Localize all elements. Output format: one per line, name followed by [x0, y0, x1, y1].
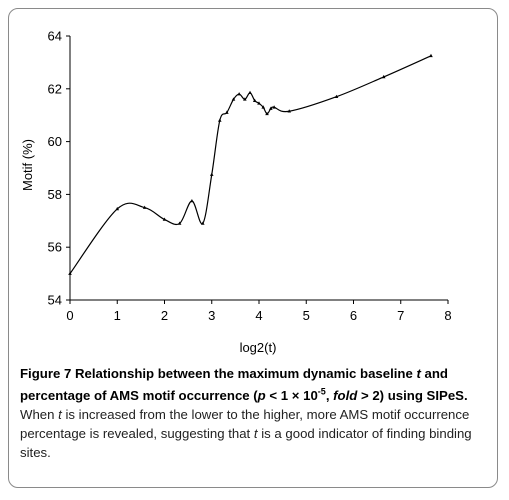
- figure-caption: Figure 7 Relationship between the maximu…: [20, 364, 486, 462]
- data-point: [243, 97, 247, 101]
- data-point: [381, 74, 386, 79]
- y-tick-label: 58: [48, 187, 62, 202]
- caption-title-text: and percentage of AMS motif occurrence (: [20, 366, 448, 404]
- data-point: [269, 106, 273, 110]
- data-point: [261, 105, 266, 109]
- caption-title-italic-t: t: [416, 366, 421, 381]
- data-point: [200, 221, 205, 225]
- series-line: [69, 55, 432, 274]
- x-tick-label: 2: [161, 308, 168, 323]
- x-tick-label: 6: [350, 308, 357, 323]
- figure-label: Figure 7: [20, 366, 72, 381]
- y-tick-label: 54: [48, 293, 62, 308]
- data-point: [272, 105, 276, 109]
- data-point: [68, 271, 72, 275]
- y-tick-label: 62: [48, 81, 62, 96]
- data-point: [237, 92, 241, 96]
- caption-title-italic-p: p: [257, 388, 266, 404]
- x-axis-label: log2(t): [240, 340, 277, 355]
- data-point: [209, 172, 214, 176]
- x-tick-label: 8: [444, 308, 451, 323]
- chart-axes: [69, 36, 448, 301]
- caption-title-italic-fold: fold: [333, 388, 358, 404]
- y-tick-label: 60: [48, 134, 62, 149]
- data-point: [225, 110, 229, 114]
- figure-frame: [8, 8, 498, 488]
- x-ticks: 0 1 2 3 4 5 6 7 8: [66, 300, 452, 323]
- y-axis-label: Motif (%): [20, 139, 35, 191]
- data-point: [257, 101, 261, 105]
- data-point: [217, 118, 222, 122]
- caption-body-italic-t: t: [58, 407, 62, 423]
- x-tick-label: 1: [114, 308, 121, 323]
- caption-title-text: .: [463, 388, 468, 404]
- data-point: [252, 98, 257, 102]
- x-tick-label: 3: [208, 308, 215, 323]
- caption-title-text: Relationship between the maximum dynamic…: [71, 366, 417, 381]
- data-point: [190, 199, 194, 203]
- y-ticks: 54 56 58 60 62 64: [48, 29, 70, 308]
- x-tick-label: 5: [303, 308, 310, 323]
- caption-title-exponent: -5: [317, 387, 326, 397]
- caption-title-text: ,: [325, 388, 334, 404]
- y-tick-label: 64: [48, 29, 62, 44]
- data-point: [248, 90, 252, 95]
- caption-body-text: When: [20, 407, 59, 423]
- caption-body-text: is a good indicator of finding binding s…: [20, 426, 472, 461]
- data-point: [177, 221, 182, 225]
- data-point: [287, 109, 292, 113]
- x-tick-label: 0: [66, 308, 73, 323]
- data-point: [265, 111, 269, 116]
- caption-title: Figure 7 Relationship between the maximu…: [20, 366, 468, 403]
- x-tick-label: 7: [397, 308, 404, 323]
- x-tick-label: 4: [255, 308, 262, 323]
- data-point: [429, 53, 433, 58]
- y-tick-label: 56: [48, 240, 62, 255]
- caption-title-text: < 1 × 10: [265, 388, 318, 404]
- data-point: [142, 205, 147, 209]
- caption-title-text: > 2) using SIPeS: [357, 388, 464, 404]
- caption-body: When t is increased from the lower to th…: [20, 407, 472, 460]
- plot-area: [68, 53, 433, 275]
- caption-body-italic-t: t: [253, 426, 258, 442]
- caption-body-text: is increased from the lower to the highe…: [20, 407, 470, 442]
- data-point: [115, 206, 120, 211]
- data-point: [162, 217, 167, 221]
- data-point: [231, 97, 236, 101]
- data-point: [334, 94, 339, 99]
